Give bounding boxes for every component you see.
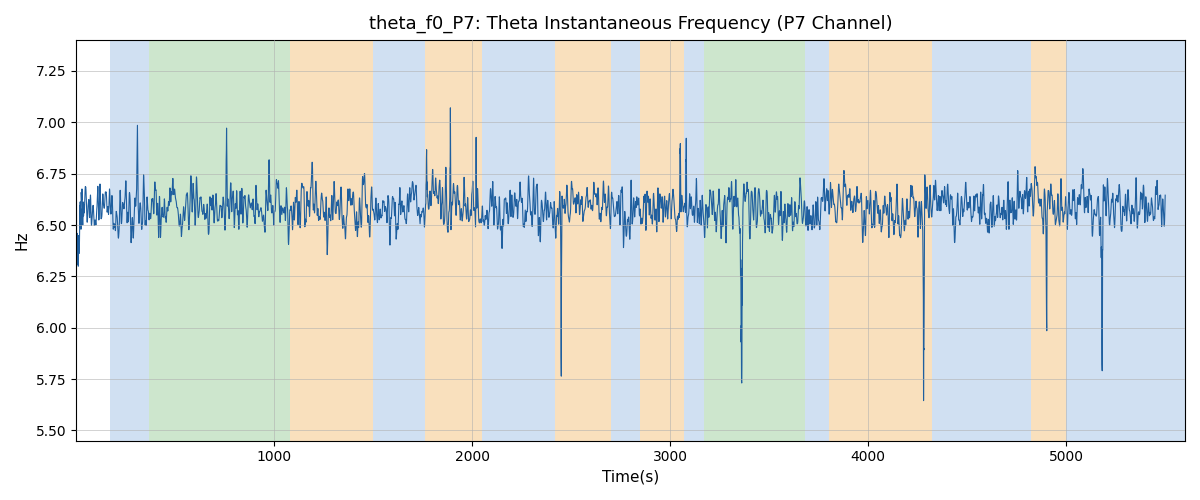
Bar: [805, 40, 828, 440]
Bar: [641, 40, 684, 440]
Bar: [828, 40, 931, 440]
Bar: [556, 40, 611, 440]
Bar: [1066, 40, 1184, 440]
Bar: [425, 40, 482, 440]
Bar: [290, 40, 373, 440]
Bar: [1031, 40, 1066, 440]
Bar: [684, 40, 703, 440]
X-axis label: Time(s): Time(s): [602, 470, 659, 485]
Bar: [373, 40, 425, 440]
Y-axis label: Hz: Hz: [14, 230, 30, 250]
Title: theta_f0_P7: Theta Instantaneous Frequency (P7 Channel): theta_f0_P7: Theta Instantaneous Frequen…: [368, 15, 893, 34]
Bar: [931, 40, 1031, 440]
Bar: [149, 40, 290, 440]
Bar: [109, 40, 149, 440]
Bar: [611, 40, 641, 440]
Bar: [482, 40, 556, 440]
Bar: [703, 40, 805, 440]
